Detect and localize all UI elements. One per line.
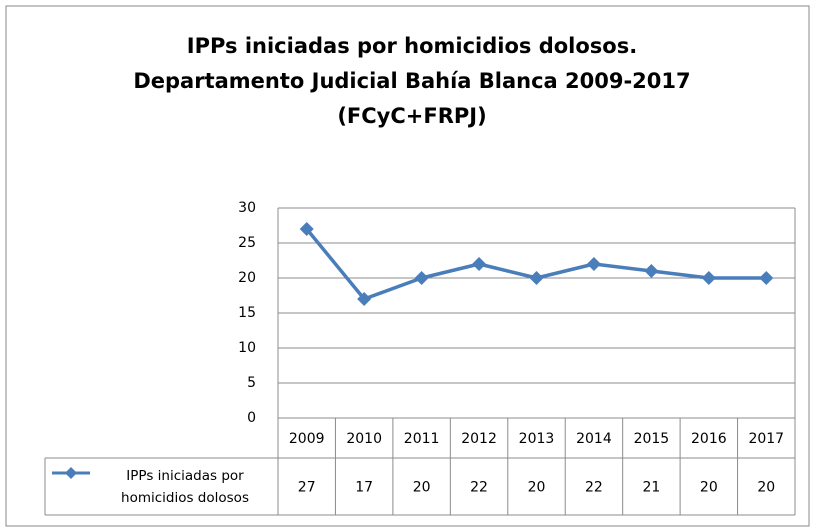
- legend-label: IPPs iniciadas por homicidios dolosos: [121, 468, 249, 506]
- x-tick-label: 2012: [461, 431, 497, 447]
- y-tick-label: 30: [238, 200, 256, 216]
- y-tick-label: 15: [238, 305, 256, 321]
- y-tick-label: 10: [238, 340, 256, 356]
- x-tick-label: 2010: [346, 431, 382, 447]
- x-tick-label: 2009: [289, 431, 325, 447]
- y-tick-label: 20: [238, 270, 256, 286]
- data-marker: [472, 257, 487, 271]
- table-value: 17: [355, 480, 373, 496]
- x-tick-label: 2014: [576, 431, 612, 447]
- x-tick-label: 2017: [748, 431, 784, 447]
- y-tick-label: 0: [247, 410, 256, 426]
- data-marker: [759, 271, 774, 285]
- x-tick-label: 2015: [634, 431, 670, 447]
- chart-border: [5, 5, 810, 527]
- table-value: 27: [298, 480, 316, 496]
- table-value: 20: [528, 480, 546, 496]
- table-value: 20: [757, 480, 775, 496]
- y-tick-label: 25: [238, 235, 256, 251]
- table-value: 20: [700, 480, 718, 496]
- chart-title: (FCyC+FRPJ): [337, 104, 486, 128]
- x-tick-label: 2016: [691, 431, 727, 447]
- x-tick-label: 2013: [519, 431, 555, 447]
- data-marker: [529, 271, 544, 285]
- table-value: 22: [585, 480, 603, 496]
- data-marker: [299, 222, 314, 236]
- data-marker: [586, 257, 601, 271]
- chart-title: IPPs iniciadas por homicidios dolosos.: [187, 34, 637, 58]
- table-value: 21: [642, 480, 660, 496]
- legend-marker: [65, 467, 77, 479]
- data-marker: [414, 271, 429, 285]
- data-marker: [644, 264, 659, 278]
- table-value: 22: [470, 480, 488, 496]
- data-marker: [701, 271, 716, 285]
- data-marker: [357, 292, 372, 306]
- table-value: 20: [413, 480, 431, 496]
- x-tick-label: 2011: [404, 431, 440, 447]
- y-tick-label: 5: [247, 375, 256, 391]
- chart-title: Departamento Judicial Bahía Blanca 2009-…: [133, 69, 690, 93]
